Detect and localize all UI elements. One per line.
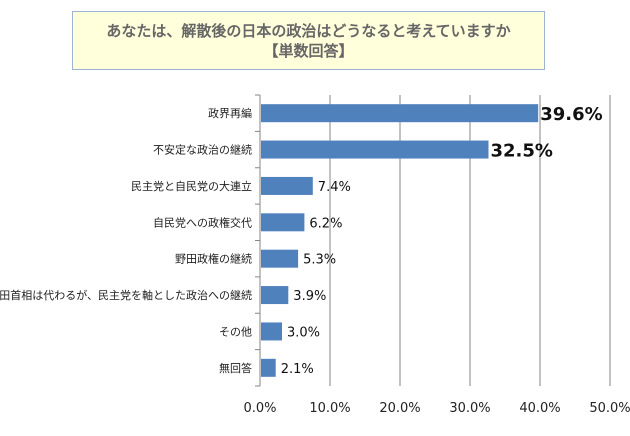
data-label: 5.3% <box>303 253 336 268</box>
category-label: 不安定な政治の継続 <box>153 143 252 157</box>
x-tick-label: 30.0% <box>449 401 490 416</box>
x-tick-label: 0.0% <box>243 401 276 416</box>
bar <box>261 322 282 341</box>
bar <box>261 213 305 232</box>
category-label: 無回答 <box>219 361 252 375</box>
data-label: 39.6% <box>540 104 602 125</box>
category-label: 野田首相は代わるが、民主党を軸とした政治への継続 <box>0 288 252 302</box>
x-tick-label: 10.0% <box>309 401 350 416</box>
chart-subtitle: 【単数回答】 <box>263 42 354 60</box>
chart-title: あなたは、解散後の日本の政治はどうなると考えていますか <box>106 22 511 40</box>
x-tick-label: 50.0% <box>589 401 630 416</box>
data-label: 3.9% <box>293 289 326 304</box>
bar <box>261 249 299 268</box>
category-label: 自民党への政権交代 <box>153 215 252 229</box>
data-label: 7.4% <box>318 180 351 195</box>
data-label: 2.1% <box>281 362 314 377</box>
bar <box>261 358 276 377</box>
data-label: 3.0% <box>287 325 320 340</box>
x-tick-label: 20.0% <box>379 401 420 416</box>
category-label: 政界再編 <box>208 106 252 120</box>
title-box: あなたは、解散後の日本の政治はどうなると考えていますか 【単数回答】 <box>72 11 545 70</box>
bar <box>261 104 539 123</box>
bar <box>261 286 289 305</box>
bar <box>261 140 489 159</box>
x-tick-label: 40.0% <box>519 401 560 416</box>
data-label: 6.2% <box>309 216 342 231</box>
category-label: 民主党と自民党の大連立 <box>131 179 252 193</box>
data-label: 32.5% <box>491 141 553 162</box>
category-label: 野田政権の継続 <box>175 252 252 266</box>
bar <box>261 176 313 195</box>
category-label: その他 <box>219 325 252 338</box>
